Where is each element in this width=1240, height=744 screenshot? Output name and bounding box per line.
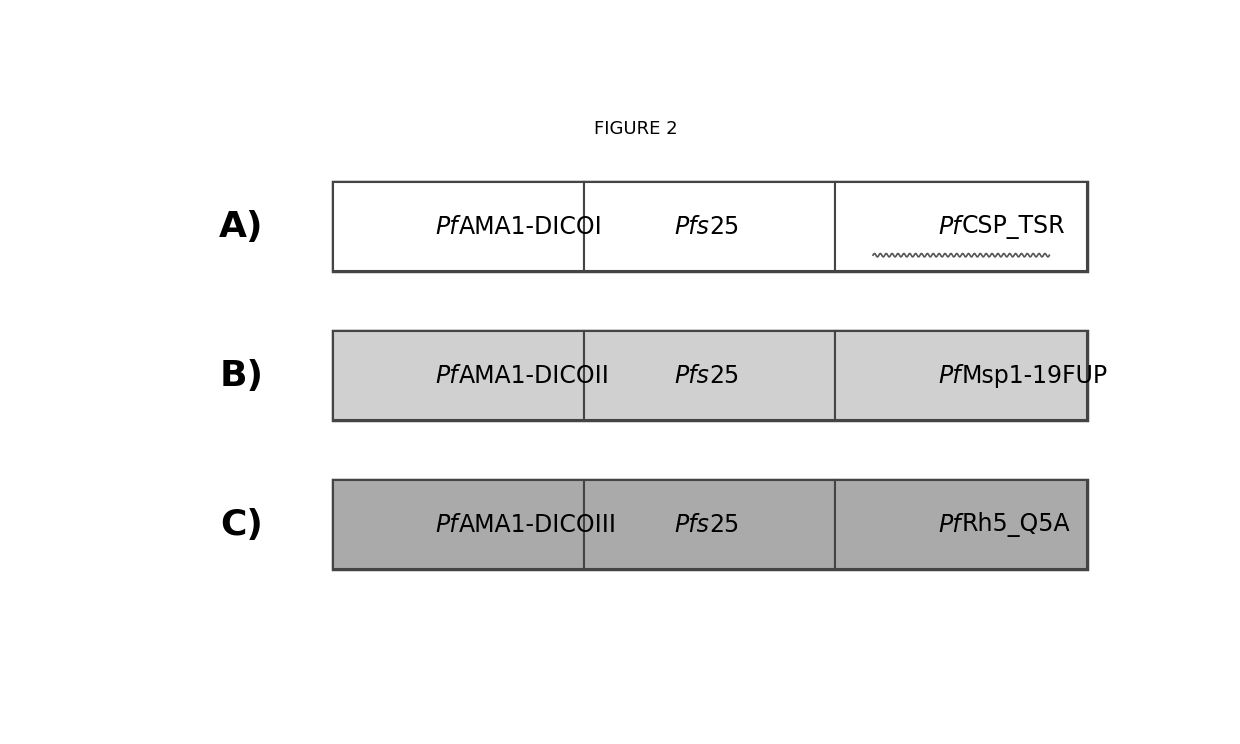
Text: Pfs: Pfs: [675, 215, 709, 239]
Bar: [332, 331, 584, 420]
Text: Pf: Pf: [939, 364, 961, 388]
Bar: [332, 331, 1087, 420]
Bar: [332, 182, 584, 271]
Text: A): A): [219, 210, 264, 244]
Text: Msp1-19FUP: Msp1-19FUP: [961, 364, 1107, 388]
Bar: [584, 331, 836, 420]
Text: AMA1-DICOII: AMA1-DICOII: [459, 364, 609, 388]
Text: B): B): [219, 359, 263, 393]
Text: CSP_TSR: CSP_TSR: [961, 215, 1065, 239]
Text: Pf: Pf: [435, 513, 459, 536]
Text: Pfs: Pfs: [675, 513, 709, 536]
Text: Pf: Pf: [939, 513, 961, 536]
Bar: [584, 481, 836, 569]
Text: Pf: Pf: [939, 215, 961, 239]
Bar: [584, 182, 836, 271]
Bar: [332, 481, 1087, 569]
Bar: [836, 182, 1087, 271]
Text: Pfs: Pfs: [675, 364, 709, 388]
Text: FIGURE 2: FIGURE 2: [594, 121, 677, 138]
Bar: [836, 481, 1087, 569]
Text: AMA1-DICOI: AMA1-DICOI: [459, 215, 603, 239]
Text: 25: 25: [709, 215, 740, 239]
Text: Pf: Pf: [435, 215, 459, 239]
Text: Pf: Pf: [435, 364, 459, 388]
Text: C): C): [219, 507, 263, 542]
Bar: [332, 182, 1087, 271]
Text: 25: 25: [709, 364, 740, 388]
Bar: [836, 331, 1087, 420]
Text: Rh5_Q5A: Rh5_Q5A: [961, 512, 1070, 537]
Text: AMA1-DICOIII: AMA1-DICOIII: [459, 513, 616, 536]
Text: 25: 25: [709, 513, 740, 536]
Bar: [332, 481, 584, 569]
